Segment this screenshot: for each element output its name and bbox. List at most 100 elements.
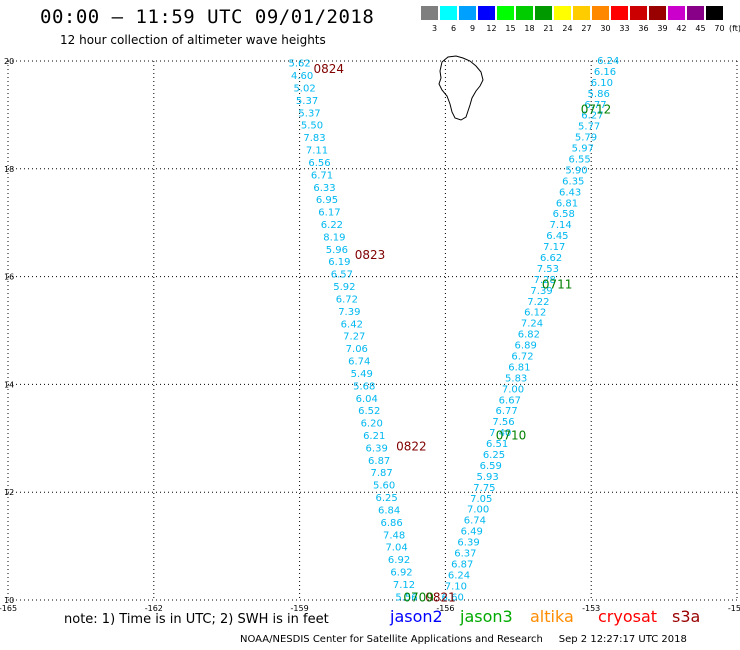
chart-title: 00:00 – 11:59 UTC 09/01/2018 [40,6,375,28]
wave-height-value: 6.86 [380,518,402,529]
satellite-name-altika: altika [530,607,574,626]
legend-label: 6 [450,24,457,33]
legend-label: 27 [581,24,592,33]
wave-height-value: 6.49 [461,527,483,538]
wave-height-value: 5.02 [293,84,315,95]
wave-height-value: 4.60 [291,71,313,82]
pass-time-label: 0824 [313,62,344,76]
wave-height-value: 8.19 [323,232,345,243]
wave-height-value: 6.57 [331,270,353,281]
footer-note: note: 1) Time is in UTC; 2) SWH is in fe… [64,612,329,627]
pass-time-label: 0823 [355,248,386,262]
wave-height-value: 7.27 [343,332,365,343]
legend-swatch [421,6,438,20]
wave-height-value: 6.58 [553,209,575,220]
wave-height-value: 6.25 [483,450,505,461]
wave-height-value: 6.51 [486,439,508,450]
wave-height-value: 6.39 [457,538,479,549]
satellite-name-jason2: jason2 [390,607,443,626]
wave-height-value: 6.56 [308,158,330,169]
legend-swatch [459,6,476,20]
wave-height-value: 6.59 [480,461,502,472]
wave-height-value: 7.24 [521,319,543,330]
y-tick-label: 16 [4,273,14,282]
legend-label: 3 [431,24,438,33]
legend-unit: (ft) [728,24,740,33]
pass-time-label: 0710 [496,429,527,443]
legend-swatch [706,6,723,20]
legend-swatch [535,6,552,20]
wave-height-value: 6.92 [388,555,410,566]
wave-height-value: 5.93 [476,472,498,483]
legend-label: 39 [657,24,668,33]
x-tick-label: -153 [582,604,600,613]
wave-height-value: 5.77 [578,122,600,133]
generated-timestamp: Sep 2 12:27:17 UTC 2018 [558,634,687,645]
wave-height-value: 6.39 [366,443,388,454]
legend-label: 33 [619,24,630,33]
pass-time-label: 0821 [425,590,456,604]
hawaii-island-outline [438,55,484,121]
wave-height-value: 5.86 [588,89,610,100]
pass-time-label: 0712 [581,103,612,117]
wave-height-value: 6.27 [581,111,603,122]
y-tick-label: 14 [4,380,14,389]
legend-label: 9 [469,24,476,33]
wave-height-value: 6.24 [448,570,470,581]
wave-height-value: 6.21 [363,431,385,442]
wave-height-value: 7.05 [470,494,492,505]
wave-height-value: 7.22 [527,297,549,308]
legend-label: 30 [600,24,611,33]
wave-height-value: 6.04 [356,394,378,405]
wave-height-value: 7.28 [534,275,556,286]
wave-height-value: 6.45 [546,231,568,242]
wave-height-value: 5.96 [326,245,348,256]
pass-time-label: 0711 [542,278,573,292]
wave-height-value: 5.60 [373,481,395,492]
wave-height-value: 7.53 [537,264,559,275]
credit-text: NOAA/NESDIS Center for Satellite Applica… [240,634,543,645]
wave-height-value: 6.87 [368,456,390,467]
legend-label: 70 [714,24,725,33]
pass-time-labels: 0824 0823 0822 0821 0712 0711 0710 0709 [313,62,611,604]
wave-height-value: 7.10 [445,581,467,592]
wave-height-value: 6.24 [597,56,619,67]
wave-height-value: 6.43 [559,187,581,198]
wave-height-value: 5.97 [572,144,594,155]
legend-swatch [649,6,666,20]
legend-swatch [497,6,514,20]
wave-height-value: 5.50 [301,121,323,132]
wave-height-value: 6.82 [518,330,540,341]
wave-height-value: 6.95 [316,195,338,206]
satellite-name-cryosat: cryosat [598,607,658,626]
legend-label: 18 [524,24,535,33]
wave-height-value: 7.12 [393,580,415,591]
y-tick-label: 20 [4,57,14,66]
y-tick-label: 18 [4,165,14,174]
x-tick-label: -165 [0,604,17,613]
legend-label: 15 [505,24,516,33]
x-tick-label: -159 [291,604,309,613]
wave-height-value: 6.74 [348,357,370,368]
wave-height-value: 6.87 [451,559,473,570]
pass-time-label: 0822 [396,439,427,453]
legend-swatch [687,6,704,20]
wave-height-value: 7.11 [306,146,328,157]
wave-height-value: 6.81 [556,198,578,209]
y-tick-label: 10 [4,596,14,605]
wave-height-value: 7.04 [385,543,407,554]
axis-ticks: -165 -162 -159 -156 -153 -150 10 12 14 16 18 20 [0,57,740,613]
legend-swatch [611,6,628,20]
wave-height-value: 6.84 [378,505,400,516]
wave-height-value: 6.71 [311,170,333,181]
legend-swatch [668,6,685,20]
chart-subtitle: 12 hour collection of altimeter wave hei… [60,33,326,47]
wave-height-value: 5.49 [351,369,373,380]
wave-height-value: 6.42 [341,319,363,330]
wave-height-value: 5.79 [575,133,597,144]
wave-height-value: 6.67 [499,395,521,406]
legend-swatch [516,6,533,20]
wave-height-value: 6.55 [569,155,591,166]
x-tick-label: -162 [145,604,163,613]
wave-height-value: 6.19 [328,257,350,268]
